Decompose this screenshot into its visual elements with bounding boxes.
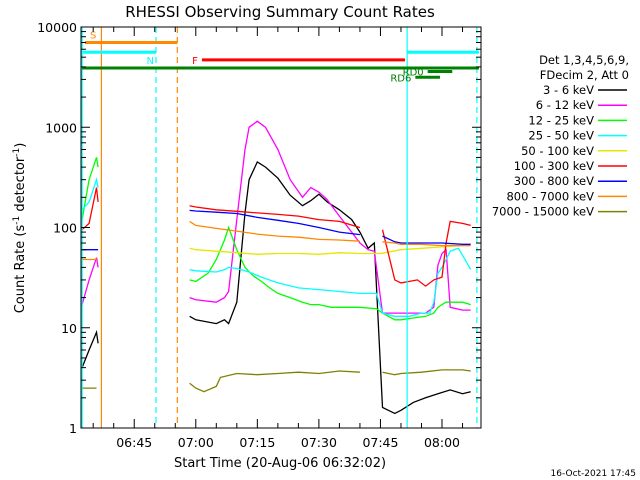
y-tick-label: 1 bbox=[69, 421, 77, 436]
series-line-50-100-kev bbox=[189, 244, 471, 255]
legend: Det 1,3,4,5,6,9, FDecim 2, Att 0 3 - 6 k… bbox=[492, 53, 629, 219]
y-axis: 1 10 100 1000 10000 bbox=[37, 20, 481, 436]
series-line-7000-15000-kev bbox=[82, 369, 471, 393]
series-line-6-12-kev bbox=[81, 120, 471, 314]
series-line-12-25-kev bbox=[81, 157, 471, 321]
y-axis-label-sup1: -1 bbox=[12, 216, 22, 225]
series-line-25-50-kev bbox=[81, 177, 472, 317]
plot-frame bbox=[80, 26, 482, 429]
series-line-100-300-kev bbox=[81, 187, 471, 287]
rd-flag-bar-label: RD6 bbox=[390, 73, 411, 84]
series-line-800-7000-kev bbox=[82, 220, 471, 261]
y-axis-label: Count Rate (s-1 detector-1) bbox=[12, 143, 28, 314]
legend-entry-12-25-kev: 12 - 25 keV bbox=[528, 113, 594, 127]
x-tick-label: 07:30 bbox=[301, 435, 337, 450]
rd-flag-bar-label: RD0 bbox=[403, 67, 424, 78]
y-axis-label-part1: Count Rate (s bbox=[13, 225, 28, 314]
footer-timestamp: 16-Oct-2021 17:45 bbox=[551, 469, 636, 479]
legend-entry-100-300-kev: 100 - 300 keV bbox=[514, 159, 594, 173]
chart-title: RHESSI Observing Summary Count Rates bbox=[125, 3, 435, 21]
legend-entry-50-100-kev: 50 - 100 keV bbox=[521, 144, 594, 158]
plot-lines bbox=[81, 27, 478, 428]
y-tick-label: 100 bbox=[53, 221, 77, 236]
x-tick-label: 07:45 bbox=[362, 435, 398, 450]
legend-entry-6-12-kev: 6 - 12 keV bbox=[536, 98, 594, 112]
x-axis: 06:45 07:00 07:15 07:30 07:45 08:00 bbox=[92, 27, 464, 450]
y-axis-label-part3: ) bbox=[13, 143, 28, 148]
legend-header-line2: FDecim 2, Att 0 bbox=[540, 68, 629, 82]
flare-flag-bar-label: F bbox=[192, 56, 198, 67]
night-flag-bar-label: N bbox=[146, 56, 153, 67]
x-tick-label: 07:00 bbox=[178, 435, 214, 450]
x-tick-label: 06:45 bbox=[116, 435, 152, 450]
legend-entry-800-7000-kev: 800 - 7000 keV bbox=[506, 189, 594, 203]
y-tick-label: 10000 bbox=[37, 20, 77, 35]
y-tick-label: 10 bbox=[61, 321, 77, 336]
series-line-3-6-kev bbox=[81, 161, 471, 415]
x-tick-label: 07:15 bbox=[239, 435, 275, 450]
legend-entry-25-50-kev: 25 - 50 keV bbox=[528, 129, 594, 143]
attenuator-flag-bar-label: S bbox=[90, 31, 96, 42]
legend-header-line1: Det 1,3,4,5,6,9, bbox=[539, 53, 629, 67]
legend-entry-3-6-kev: 3 - 6 keV bbox=[543, 83, 594, 97]
x-axis-label: Start Time (20-Aug-06 06:32:02) bbox=[174, 456, 386, 471]
y-axis-label-sup2: -1 bbox=[12, 148, 22, 157]
legend-entry-7000-15000-kev: 7000 - 15000 keV bbox=[492, 205, 594, 219]
x-tick-label: 08:00 bbox=[424, 435, 460, 450]
y-tick-label: 1000 bbox=[45, 120, 77, 135]
legend-entry-300-800-kev: 300 - 800 keV bbox=[514, 174, 594, 188]
y-axis-label-part2: detector bbox=[13, 156, 28, 216]
